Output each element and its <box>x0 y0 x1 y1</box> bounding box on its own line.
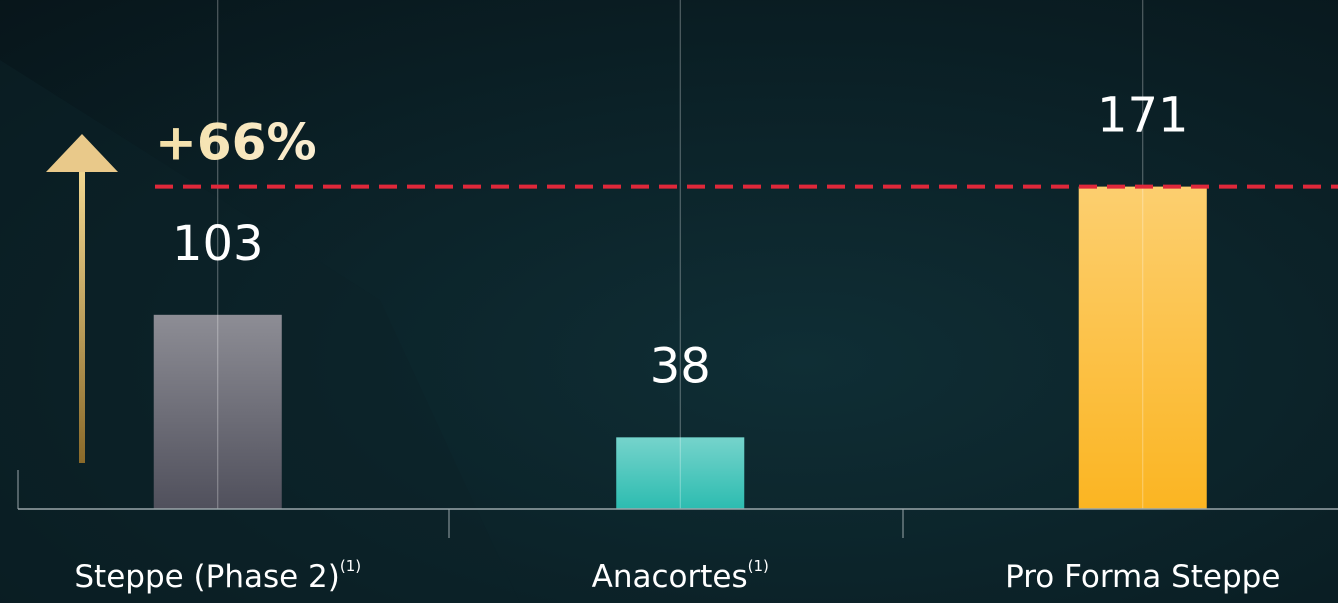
x-tick-label: Steppe (Phase 2)(1) <box>74 557 361 595</box>
category-name: Pro Forma Steppe <box>1005 559 1280 595</box>
plot <box>153 0 1207 509</box>
category-name: Anacortes <box>592 559 748 595</box>
bar-highlight <box>153 314 282 509</box>
footnote-marker: (1) <box>748 557 769 575</box>
category-name: Steppe (Phase 2) <box>74 559 340 595</box>
value-label: 38 <box>650 338 711 394</box>
footnote-marker: (1) <box>340 557 361 575</box>
bar-highlight <box>1078 186 1207 509</box>
growth-arrow-shaft <box>79 168 85 463</box>
growth-arrow-head <box>46 134 118 172</box>
bar-highlight <box>616 437 745 509</box>
growth-annotation: +66% <box>155 114 317 172</box>
value-label: 171 <box>1097 88 1189 144</box>
x-tick-label: Pro Forma Steppe <box>1005 559 1280 595</box>
x-tick-label: Anacortes(1) <box>592 557 769 595</box>
value-label: 103 <box>172 216 264 272</box>
